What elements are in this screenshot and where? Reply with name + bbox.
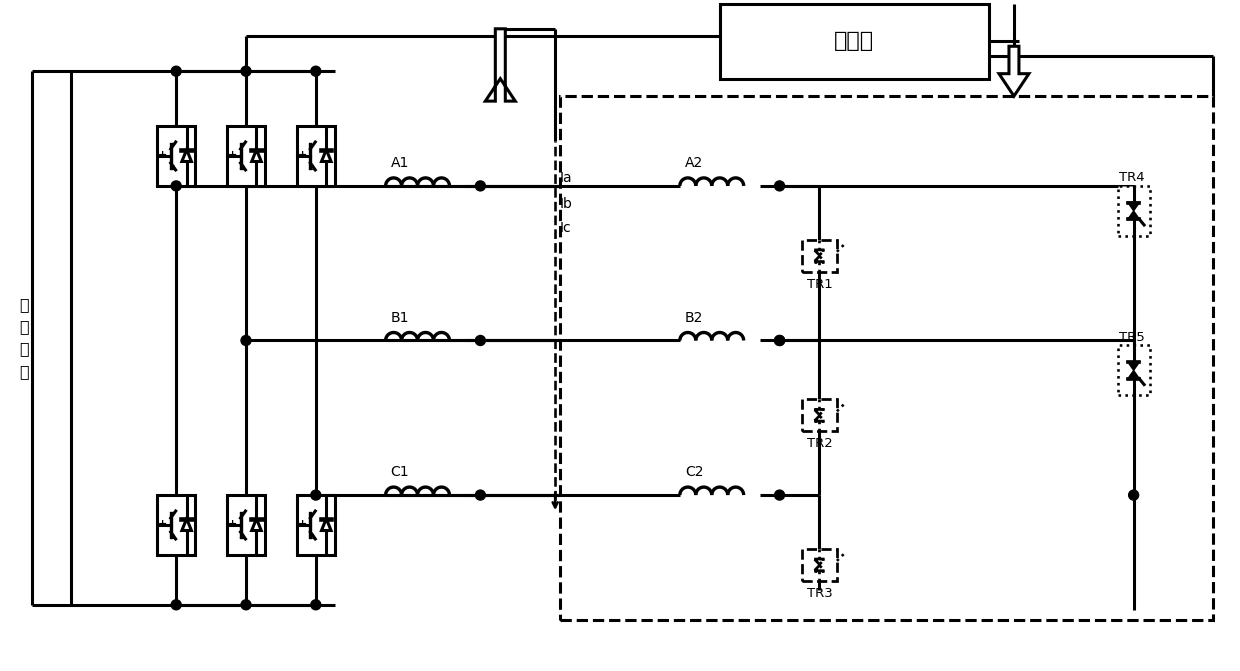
Bar xyxy=(560,96,1214,620)
Text: B1: B1 xyxy=(391,311,409,325)
Text: 直
流
母
线: 直 流 母 线 xyxy=(19,297,29,379)
Circle shape xyxy=(775,336,785,346)
Polygon shape xyxy=(182,150,191,162)
Text: +: + xyxy=(228,150,237,160)
Circle shape xyxy=(241,66,250,76)
Bar xyxy=(296,126,335,186)
Bar xyxy=(802,240,837,272)
Bar xyxy=(1117,346,1149,395)
Polygon shape xyxy=(252,150,262,162)
Polygon shape xyxy=(815,559,825,564)
Circle shape xyxy=(171,66,181,76)
Bar xyxy=(227,126,265,186)
Polygon shape xyxy=(1128,372,1138,378)
Circle shape xyxy=(775,336,785,346)
Bar xyxy=(802,549,837,581)
Bar xyxy=(157,126,195,186)
Circle shape xyxy=(311,600,321,610)
Circle shape xyxy=(241,600,250,610)
Text: +: + xyxy=(228,519,237,529)
Circle shape xyxy=(311,490,321,500)
Text: A2: A2 xyxy=(684,156,703,170)
Polygon shape xyxy=(815,250,825,255)
Circle shape xyxy=(775,490,785,500)
Circle shape xyxy=(475,181,485,191)
Bar xyxy=(1117,186,1149,236)
Text: +: + xyxy=(298,519,308,529)
Text: +: + xyxy=(157,519,167,529)
Circle shape xyxy=(1128,490,1138,500)
Text: A1: A1 xyxy=(391,156,409,170)
Text: TR5: TR5 xyxy=(1118,331,1145,344)
Text: Ic: Ic xyxy=(559,221,570,235)
Text: C2: C2 xyxy=(684,465,703,479)
Bar xyxy=(719,4,990,79)
Circle shape xyxy=(475,336,485,346)
Bar xyxy=(157,495,195,555)
Polygon shape xyxy=(252,519,262,531)
Polygon shape xyxy=(485,29,516,101)
Text: Ib: Ib xyxy=(559,197,572,211)
Polygon shape xyxy=(999,46,1029,96)
Circle shape xyxy=(311,66,321,76)
Polygon shape xyxy=(1128,362,1138,370)
Polygon shape xyxy=(815,566,825,571)
Polygon shape xyxy=(1128,212,1138,219)
Polygon shape xyxy=(1128,203,1138,210)
Text: C1: C1 xyxy=(391,465,409,479)
Text: 控制器: 控制器 xyxy=(835,32,874,51)
Circle shape xyxy=(475,490,485,500)
Circle shape xyxy=(171,600,181,610)
Polygon shape xyxy=(321,519,331,531)
Text: TR1: TR1 xyxy=(806,278,832,291)
Bar xyxy=(802,399,837,431)
Text: +: + xyxy=(298,150,308,160)
Circle shape xyxy=(775,181,785,191)
Bar xyxy=(296,495,335,555)
Polygon shape xyxy=(321,150,331,162)
Text: TR4: TR4 xyxy=(1118,171,1145,185)
Bar xyxy=(227,495,265,555)
Text: TR3: TR3 xyxy=(806,587,832,600)
Text: TR2: TR2 xyxy=(806,437,832,450)
Text: B2: B2 xyxy=(684,311,703,325)
Polygon shape xyxy=(815,409,825,415)
Circle shape xyxy=(171,181,181,191)
Circle shape xyxy=(241,336,250,346)
Text: Ia: Ia xyxy=(559,171,572,185)
Text: +: + xyxy=(157,150,167,160)
Polygon shape xyxy=(815,256,825,262)
Polygon shape xyxy=(182,519,191,531)
Polygon shape xyxy=(815,416,825,421)
